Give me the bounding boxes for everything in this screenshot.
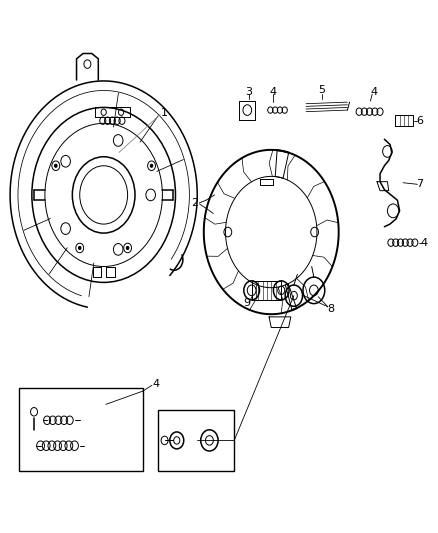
Circle shape	[126, 246, 129, 249]
Text: 4: 4	[421, 238, 428, 248]
Text: 3: 3	[245, 86, 252, 96]
Circle shape	[150, 164, 153, 167]
Text: 7: 7	[417, 179, 424, 189]
Text: 4: 4	[371, 86, 378, 96]
Text: 4: 4	[269, 86, 276, 96]
Bar	[19, 389, 143, 471]
Text: 5: 5	[319, 85, 325, 95]
Text: 6: 6	[417, 116, 424, 126]
Text: 1: 1	[161, 108, 168, 118]
Text: 9: 9	[243, 297, 250, 308]
Text: 4: 4	[152, 379, 159, 389]
Text: 8: 8	[328, 304, 335, 314]
Circle shape	[78, 246, 81, 249]
Text: 2: 2	[191, 198, 198, 208]
Circle shape	[54, 164, 57, 167]
Bar	[158, 410, 234, 471]
